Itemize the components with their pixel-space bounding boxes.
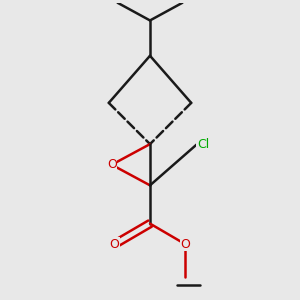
Text: O: O [180,238,190,251]
Text: O: O [107,158,117,171]
Text: Cl: Cl [197,138,209,151]
Text: O: O [110,238,120,251]
